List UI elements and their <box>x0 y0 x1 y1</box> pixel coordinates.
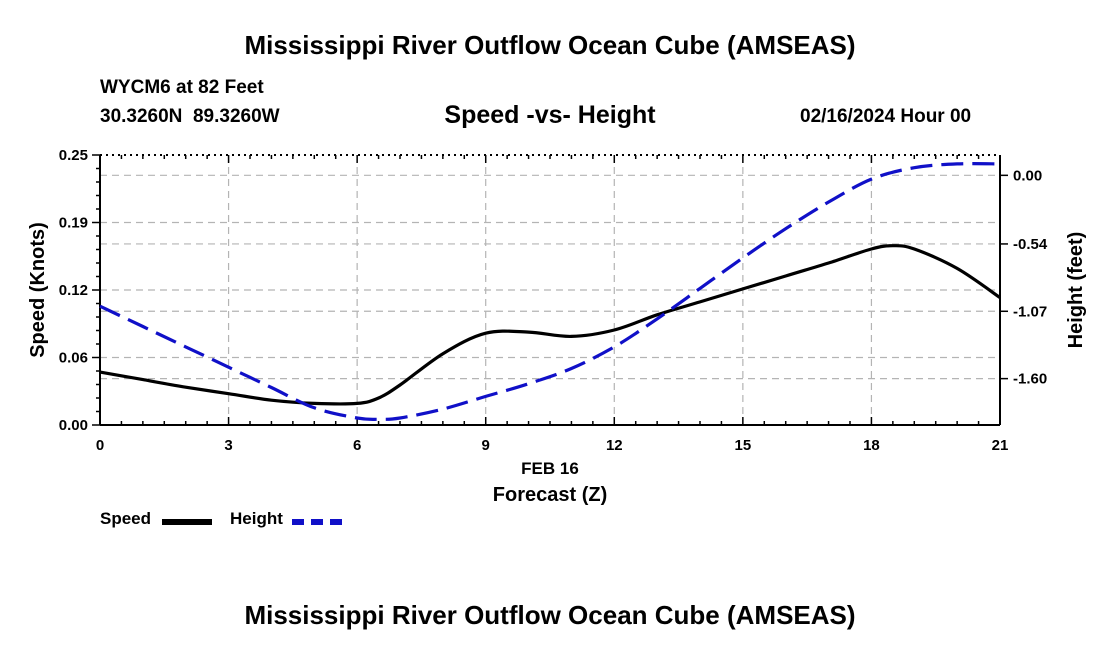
chart-main-title: Mississippi River Outflow Ocean Cube (AM… <box>244 30 856 60</box>
y-tick-label: 0.00 <box>59 417 88 434</box>
legend-speed-label: Speed <box>100 509 152 528</box>
y-tick-label: 0.19 <box>59 215 88 232</box>
speed-series-line <box>99 244 1001 406</box>
x-tick-label: 0 <box>96 437 104 454</box>
x-tick-label: 12 <box>606 437 623 454</box>
x-axis-label: Forecast (Z) <box>493 484 607 506</box>
footer-title: Mississippi River Outflow Ocean Cube (AM… <box>244 600 856 630</box>
x-tick-label: 9 <box>482 437 490 454</box>
height-series-line <box>99 162 1001 421</box>
y2-tick-label: 0.00 <box>1013 167 1042 184</box>
legend-speed-swatch <box>162 519 212 525</box>
y2-tick-label: -0.54 <box>1013 236 1048 253</box>
x-axis-sublabel: FEB 16 <box>521 459 579 478</box>
chart-subtitle: Speed -vs- Height <box>444 101 656 129</box>
y-axis-label: Speed (Knots) <box>27 222 49 358</box>
legend-height-label: Height <box>230 509 283 528</box>
legend-height-swatch <box>292 519 342 525</box>
y-tick-label: 0.06 <box>59 350 88 367</box>
x-tick-label: 15 <box>735 437 752 454</box>
x-tick-label: 3 <box>224 437 232 454</box>
coordinates-label: 30.3260N 89.3260W <box>100 106 280 127</box>
y-tick-label: 0.25 <box>59 147 88 164</box>
y-tick-label: 0.12 <box>59 282 88 299</box>
x-tick-label: 18 <box>863 437 880 454</box>
y2-axis-label: Height (feet) <box>1065 232 1087 349</box>
y2-tick-label: -1.60 <box>1013 371 1047 388</box>
x-tick-label: 21 <box>992 437 1009 454</box>
forecast-datetime: 02/16/2024 Hour 00 <box>800 106 972 127</box>
x-tick-label: 6 <box>353 437 361 454</box>
y2-tick-label: -1.07 <box>1013 303 1047 320</box>
station-label: WYCM6 at 82 Feet <box>100 77 264 98</box>
